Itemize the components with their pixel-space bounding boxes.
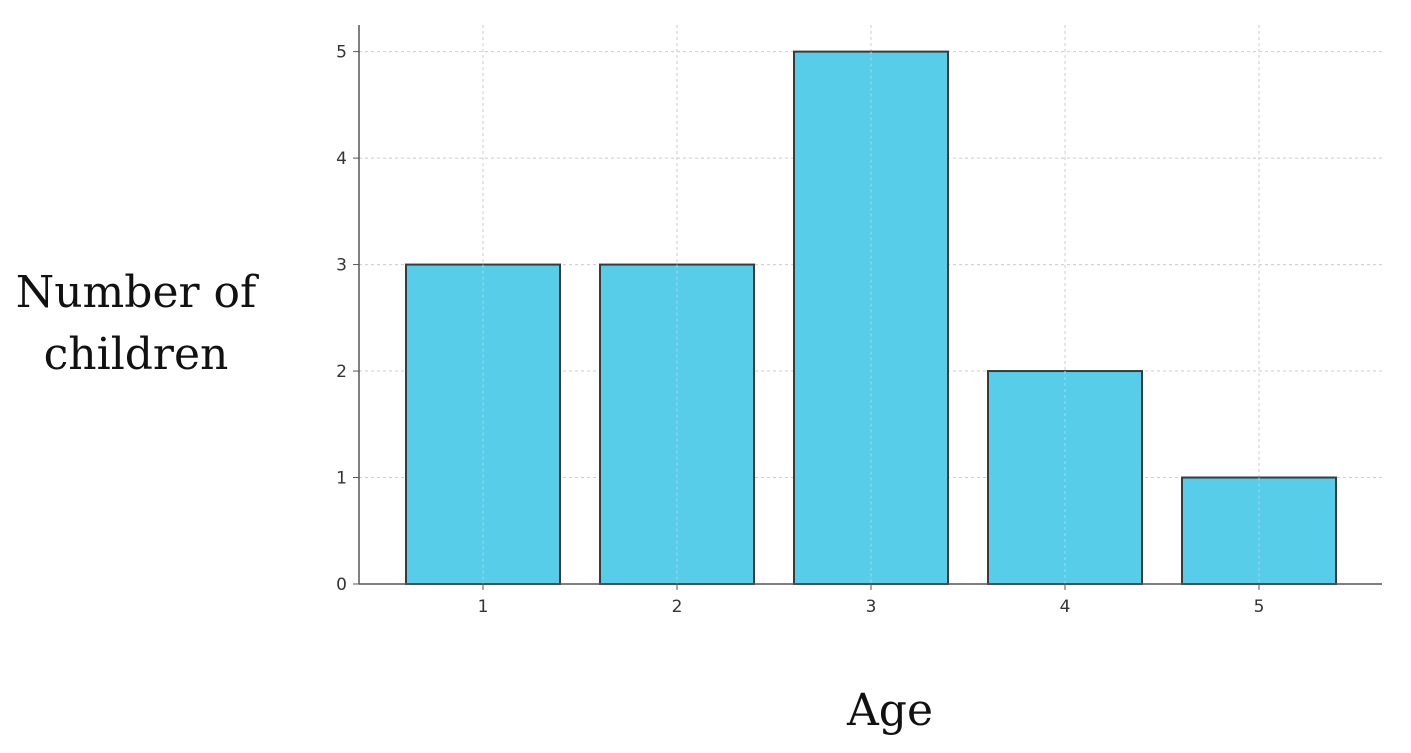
y-axis-label-line-1: Number of bbox=[15, 267, 257, 318]
y-tick-label-5: 5 bbox=[336, 43, 347, 63]
tick-labels: 0 1 2 3 4 5 1 2 3 4 5 bbox=[336, 43, 1264, 617]
y-tick-label-0: 0 bbox=[336, 575, 347, 595]
x-tick-label-1: 1 bbox=[478, 597, 489, 617]
bar-4 bbox=[987, 370, 1143, 585]
x-tick-label-5: 5 bbox=[1254, 597, 1265, 617]
x-tick-label-2: 2 bbox=[672, 597, 683, 617]
x-tick-label-3: 3 bbox=[866, 597, 877, 617]
y-tick-label-2: 2 bbox=[336, 362, 347, 382]
y-axis-label-line-2: children bbox=[43, 329, 229, 380]
bars bbox=[405, 50, 1337, 586]
bar-5 bbox=[1181, 476, 1337, 585]
x-axis-label: Age bbox=[847, 685, 933, 736]
y-axis-label: Number of children bbox=[0, 262, 272, 386]
x-tick-label-4: 4 bbox=[1060, 597, 1071, 617]
y-tick-label-3: 3 bbox=[336, 256, 347, 276]
axes bbox=[353, 25, 1382, 590]
y-tick-label-1: 1 bbox=[336, 469, 347, 489]
y-tick-label-4: 4 bbox=[336, 149, 347, 169]
